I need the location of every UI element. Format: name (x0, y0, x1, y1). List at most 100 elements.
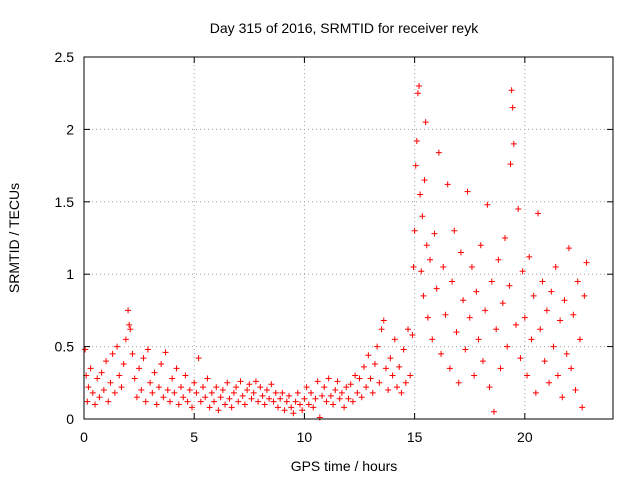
data-point (486, 384, 493, 391)
data-point (129, 350, 136, 357)
data-point (473, 288, 480, 295)
data-point (334, 378, 341, 385)
data-point (501, 235, 508, 241)
data-point (195, 355, 202, 362)
data-point (197, 398, 204, 405)
data-point (400, 346, 407, 353)
data-point (151, 369, 158, 376)
data-point (330, 401, 337, 408)
data-point (140, 355, 147, 362)
data-point (202, 394, 209, 401)
data-point (414, 90, 421, 97)
data-point (537, 326, 544, 333)
data-point (420, 292, 427, 299)
y-tick-label: 2.5 (55, 49, 75, 65)
data-point (367, 375, 374, 382)
data-point (581, 292, 588, 299)
data-point (125, 307, 132, 314)
data-point (453, 329, 460, 336)
data-point (552, 263, 559, 270)
data-point (568, 365, 575, 372)
data-point (213, 384, 220, 391)
data-point (222, 401, 229, 408)
data-point (535, 210, 542, 217)
data-point (96, 394, 103, 401)
data-point (246, 381, 253, 388)
data-point (385, 387, 392, 394)
data-point (440, 263, 447, 270)
data-point (376, 379, 383, 386)
data-point (259, 392, 266, 399)
x-axis-label: GPS time / hours (291, 458, 398, 474)
data-point (389, 372, 396, 379)
data-point (136, 365, 143, 372)
data-point (495, 256, 502, 263)
data-point (314, 378, 321, 385)
data-point (107, 379, 114, 386)
data-point (109, 350, 116, 357)
data-point (504, 343, 511, 350)
data-point (438, 350, 445, 357)
x-tick-label: 5 (190, 429, 198, 445)
data-point (292, 398, 299, 405)
data-point (228, 404, 235, 411)
data-point (160, 394, 167, 401)
chart-title: Day 315 of 2016, SRMTID for receiver rey… (210, 20, 479, 36)
y-tick-label: 0 (66, 411, 74, 427)
data-point (509, 104, 516, 111)
data-point (177, 384, 184, 391)
data-point (114, 343, 121, 350)
data-point (277, 395, 284, 402)
data-point (396, 363, 403, 370)
data-point (365, 352, 372, 359)
data-point (402, 379, 409, 386)
data-point (471, 372, 478, 379)
grid-lines (84, 57, 613, 419)
data-point (252, 378, 259, 385)
data-point (244, 387, 251, 394)
data-point (250, 389, 257, 396)
data-point (442, 311, 449, 318)
data-point (532, 389, 539, 396)
data-point (338, 389, 345, 396)
data-point (460, 297, 467, 304)
data-point (387, 355, 394, 362)
data-point (410, 263, 417, 270)
data-point (208, 389, 215, 396)
data-point (308, 389, 315, 396)
data-point (211, 398, 218, 405)
data-point (413, 137, 420, 144)
x-tick-label: 15 (407, 429, 423, 445)
data-point (299, 407, 306, 414)
data-point (332, 387, 339, 394)
tick-labels: 0 5 10 15 20 0 0.5 1 1.5 2 2.5 (55, 49, 533, 445)
data-point (241, 401, 248, 408)
data-point (444, 181, 451, 188)
data-point (263, 387, 270, 394)
data-point (84, 398, 91, 405)
data-point (490, 408, 497, 415)
data-point (484, 201, 491, 208)
data-point (200, 384, 207, 391)
data-point (288, 404, 295, 411)
data-point (423, 242, 430, 249)
data-point (539, 278, 546, 285)
data-point (255, 398, 262, 405)
data-point (417, 191, 424, 198)
data-point (233, 384, 240, 391)
data-point (411, 227, 418, 234)
data-points (82, 82, 590, 421)
data-point (248, 395, 255, 402)
data-point (204, 375, 211, 382)
data-point (279, 389, 286, 396)
data-point (153, 401, 160, 408)
y-axis-label: SRMTID / TECUs (6, 183, 22, 293)
data-point (391, 336, 398, 343)
data-point (147, 379, 154, 386)
axis-ticks (83, 56, 613, 420)
data-point (424, 314, 431, 321)
data-point (162, 349, 169, 356)
data-point (316, 414, 323, 421)
data-point (546, 379, 553, 386)
